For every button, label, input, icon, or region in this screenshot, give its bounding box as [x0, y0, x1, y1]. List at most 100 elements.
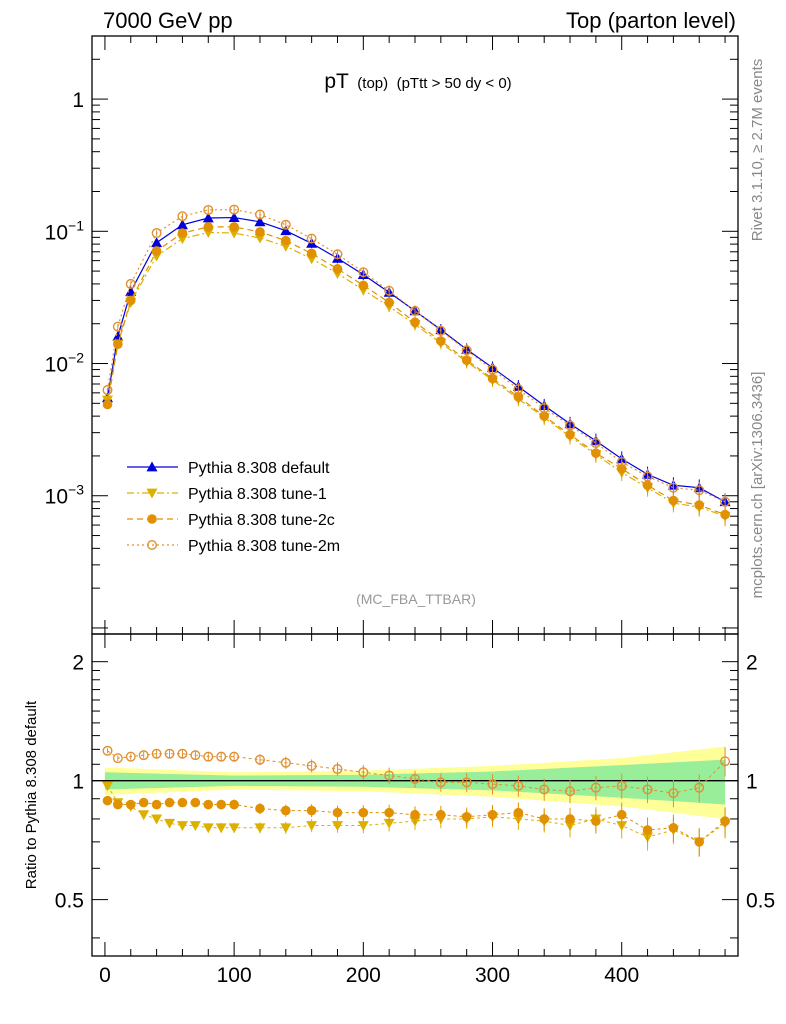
series-pythia-8-308-tune-2c	[102, 222, 730, 525]
data-point	[358, 267, 369, 278]
data-point	[358, 280, 369, 291]
ratio-data-point	[125, 751, 136, 762]
ratio-y-tick-label: 2	[72, 652, 84, 675]
y-tick-label: 1	[72, 89, 84, 112]
ratio-data-point	[216, 799, 226, 810]
ratio-panel: 0 100 200 300 400 2 2 1 1 0.5 0.5	[55, 633, 775, 987]
legend-entry-pythia-8-308-tune-1: Pythia 8.308 tune-1	[127, 486, 327, 503]
ratio-data-point	[254, 823, 266, 834]
ratio-data-point	[189, 821, 201, 832]
data-point	[694, 485, 705, 496]
data-point	[125, 286, 137, 296]
ratio-data-point	[306, 805, 317, 816]
data-point	[151, 246, 162, 256]
data-point	[202, 212, 214, 223]
data-point	[281, 235, 291, 246]
data-point	[384, 297, 394, 308]
data-point	[102, 385, 113, 396]
plot-title-main: pT	[324, 70, 349, 93]
ratio-data-point	[102, 781, 114, 792]
data-point	[229, 204, 240, 215]
x-tick-label: 100	[217, 964, 252, 987]
ratio-data-point	[254, 754, 265, 765]
ratio-data-point	[358, 807, 369, 818]
data-point	[565, 420, 576, 431]
ratio-data-point	[383, 818, 395, 829]
series-line	[106, 226, 726, 516]
x-tick-label: 300	[475, 964, 510, 987]
legend-label: Pythia 8.308 default	[188, 460, 330, 477]
header-left-label: 7000 GeV pp	[103, 8, 233, 33]
legend-label: Pythia 8.308 tune-1	[188, 486, 327, 503]
data-point	[306, 248, 317, 259]
ratio-data-point	[228, 823, 240, 834]
ratio-data-point	[203, 751, 214, 762]
data-point	[177, 228, 188, 238]
legend-label: Pythia 8.308 tune-2c	[188, 512, 335, 529]
ratio-data-point	[357, 821, 369, 832]
data-point	[151, 237, 163, 248]
ratio-data-point	[164, 748, 175, 759]
ratio-data-point	[331, 821, 343, 832]
ratio-data-point	[694, 837, 705, 847]
data-point	[435, 325, 446, 336]
data-point	[306, 233, 317, 244]
ratio-data-point	[668, 822, 679, 833]
ratio-data-point	[125, 799, 136, 810]
ratio-data-point	[410, 773, 421, 784]
ratio-data-point	[435, 777, 446, 788]
data-point	[254, 209, 265, 220]
plot-title-sub2: (pTtt > 50 dy < 0)	[397, 75, 512, 92]
data-point	[720, 496, 731, 507]
ratio-data-point	[151, 814, 163, 825]
ratio-data-point	[190, 750, 201, 761]
data-point	[177, 211, 188, 222]
ratio-data-point	[138, 810, 150, 821]
ratio-data-point	[306, 821, 318, 832]
ratio-series-pythia-8-308-tune-2c	[102, 795, 730, 857]
series-pythia-8-308-tune-2m	[102, 204, 731, 512]
ratio-data-point	[255, 803, 265, 814]
ratio-data-point	[487, 779, 498, 790]
data-point	[591, 448, 601, 458]
ratio-data-point	[102, 745, 113, 756]
analysis-label: (MC_FBA_TTBAR)	[356, 591, 476, 607]
data-point	[436, 336, 446, 346]
ratio-data-point	[229, 751, 240, 762]
plot-title-sub1: (top)	[357, 75, 388, 92]
data-point	[280, 225, 292, 236]
y-tick-label: 10−2	[45, 350, 85, 377]
ratio-data-point	[203, 799, 214, 810]
x-tick-label: 200	[346, 964, 381, 987]
ratio-data-point	[151, 799, 162, 810]
ratio-data-point	[358, 767, 369, 778]
ratio-data-point	[202, 823, 214, 834]
data-point	[384, 285, 395, 296]
ratio-data-point	[177, 797, 188, 808]
data-point	[487, 373, 498, 384]
ratio-data-point	[216, 751, 227, 762]
ratio-y-tick-label-right: 2	[746, 652, 758, 675]
ratio-data-point	[591, 816, 601, 826]
data-point	[513, 384, 524, 395]
data-point	[254, 216, 266, 227]
data-point	[151, 228, 162, 239]
data-point	[461, 345, 472, 356]
ratio-data-point	[332, 807, 343, 818]
series-line	[106, 216, 726, 503]
ratio-data-point	[138, 750, 149, 761]
ratio-y-tick-label-right: 1	[746, 771, 758, 794]
data-point	[176, 219, 188, 230]
data-point	[642, 471, 653, 482]
legend-entry-pythia-8-308-tune-2c: Pythia 8.308 tune-2c	[127, 512, 335, 529]
data-point	[539, 411, 549, 421]
ratio-data-point	[280, 823, 292, 834]
ratio-data-point	[113, 799, 123, 810]
y-tick-label: 10−1	[45, 217, 85, 244]
ratio-data-point	[513, 780, 524, 791]
ratio-data-point	[306, 760, 317, 771]
data-point	[332, 264, 343, 274]
ratio-data-point	[565, 786, 576, 797]
mcplots-label: mcplots.cern.ch [arXiv:1306.3436]	[749, 372, 766, 599]
